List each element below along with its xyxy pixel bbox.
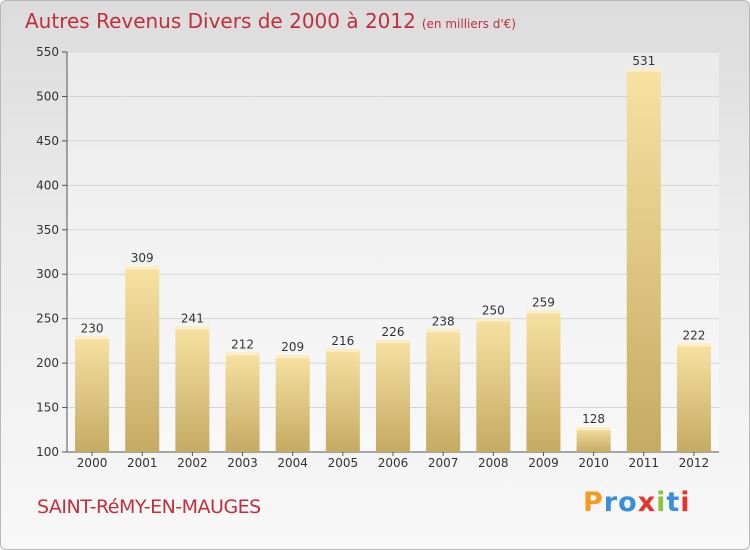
x-tick-label: 2010 (578, 456, 609, 470)
chart-title: Autres Revenus Divers de 2000 à 2012 (en … (25, 9, 516, 33)
logo-letter: i (680, 487, 691, 518)
bar (576, 427, 611, 452)
bar-highlight (376, 340, 410, 343)
bar-highlight (626, 68, 661, 72)
y-tick-label: 400 (36, 178, 59, 192)
data-label: 259 (532, 296, 555, 310)
y-tick-label: 100 (36, 445, 59, 459)
data-label: 222 (682, 329, 705, 343)
logo-letter: o (618, 487, 638, 518)
y-tick-label: 450 (36, 134, 59, 148)
x-tick-label: 2012 (679, 456, 710, 470)
y-tick-label: 550 (36, 45, 59, 59)
bar (325, 348, 360, 452)
bar (676, 343, 711, 452)
y-tick-label: 200 (36, 356, 59, 370)
data-label: 309 (131, 251, 154, 265)
bar-highlight (325, 348, 360, 352)
bar-highlight (225, 352, 260, 356)
bar (75, 336, 110, 452)
x-tick-label: 2008 (478, 456, 509, 470)
x-tick-label: 2000 (77, 456, 108, 470)
bar (526, 310, 561, 452)
x-tick-label: 2001 (127, 456, 158, 470)
bar-highlight (526, 310, 561, 314)
bar (225, 352, 260, 452)
y-tick-label: 350 (36, 223, 59, 237)
x-tick-label: 2004 (277, 456, 308, 470)
logo-letter: t (666, 487, 681, 518)
bar-highlight (426, 329, 461, 333)
bar-highlight (576, 427, 611, 431)
data-label: 128 (582, 412, 605, 426)
data-label: 531 (632, 54, 655, 68)
logo-letter: r (603, 487, 619, 518)
proxiti-logo: Proxiti (583, 487, 691, 518)
bar-highlight (275, 355, 310, 359)
data-label: 230 (81, 321, 104, 335)
logo-letter: x (637, 487, 657, 518)
x-tick-label: 2006 (378, 456, 409, 470)
data-label: 250 (482, 304, 505, 318)
x-tick-label: 2007 (428, 456, 459, 470)
bar (426, 329, 461, 452)
bar-highlight (676, 343, 711, 347)
x-tick-label: 2005 (328, 456, 359, 470)
x-tick-label: 2003 (227, 456, 258, 470)
x-tick-label: 2011 (628, 456, 659, 470)
logo-letter: i (656, 487, 667, 518)
chart-unit: (en milliers d'€) (421, 17, 516, 31)
x-tick-label: 2009 (528, 456, 559, 470)
bar-highlight (476, 318, 511, 322)
logo-letter: P (583, 487, 604, 518)
bar-highlight (125, 266, 160, 270)
data-label: 241 (181, 312, 204, 326)
y-tick-label: 150 (36, 401, 59, 415)
bar (175, 326, 210, 452)
data-label: 209 (281, 340, 304, 354)
bar (626, 68, 661, 452)
y-tick-label: 300 (36, 267, 59, 281)
bar (275, 355, 310, 452)
bar (376, 340, 410, 452)
town-name: SAINT-RéMY-EN-MAUGES (37, 496, 261, 518)
data-label: 238 (432, 314, 455, 328)
bar (476, 318, 511, 452)
bar-highlight (75, 336, 110, 340)
x-tick-label: 2002 (177, 456, 208, 470)
data-label: 216 (331, 334, 354, 348)
y-tick-label: 250 (36, 312, 59, 326)
bar (125, 266, 160, 452)
data-label: 212 (231, 337, 254, 351)
y-tick-label: 500 (36, 89, 59, 103)
bar-highlight (175, 326, 210, 330)
data-label: 226 (382, 325, 405, 339)
chart-title-text: Autres Revenus Divers de 2000 à 2012 (25, 9, 416, 33)
